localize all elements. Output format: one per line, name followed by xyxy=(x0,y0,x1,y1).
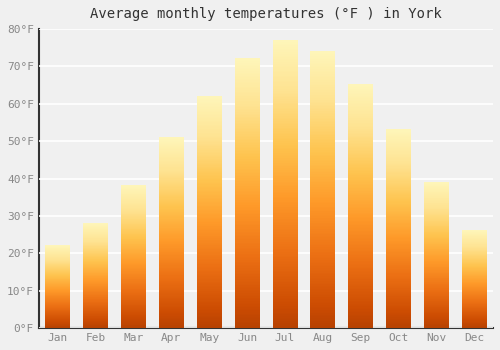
Title: Average monthly temperatures (°F ) in York: Average monthly temperatures (°F ) in Yo… xyxy=(90,7,442,21)
